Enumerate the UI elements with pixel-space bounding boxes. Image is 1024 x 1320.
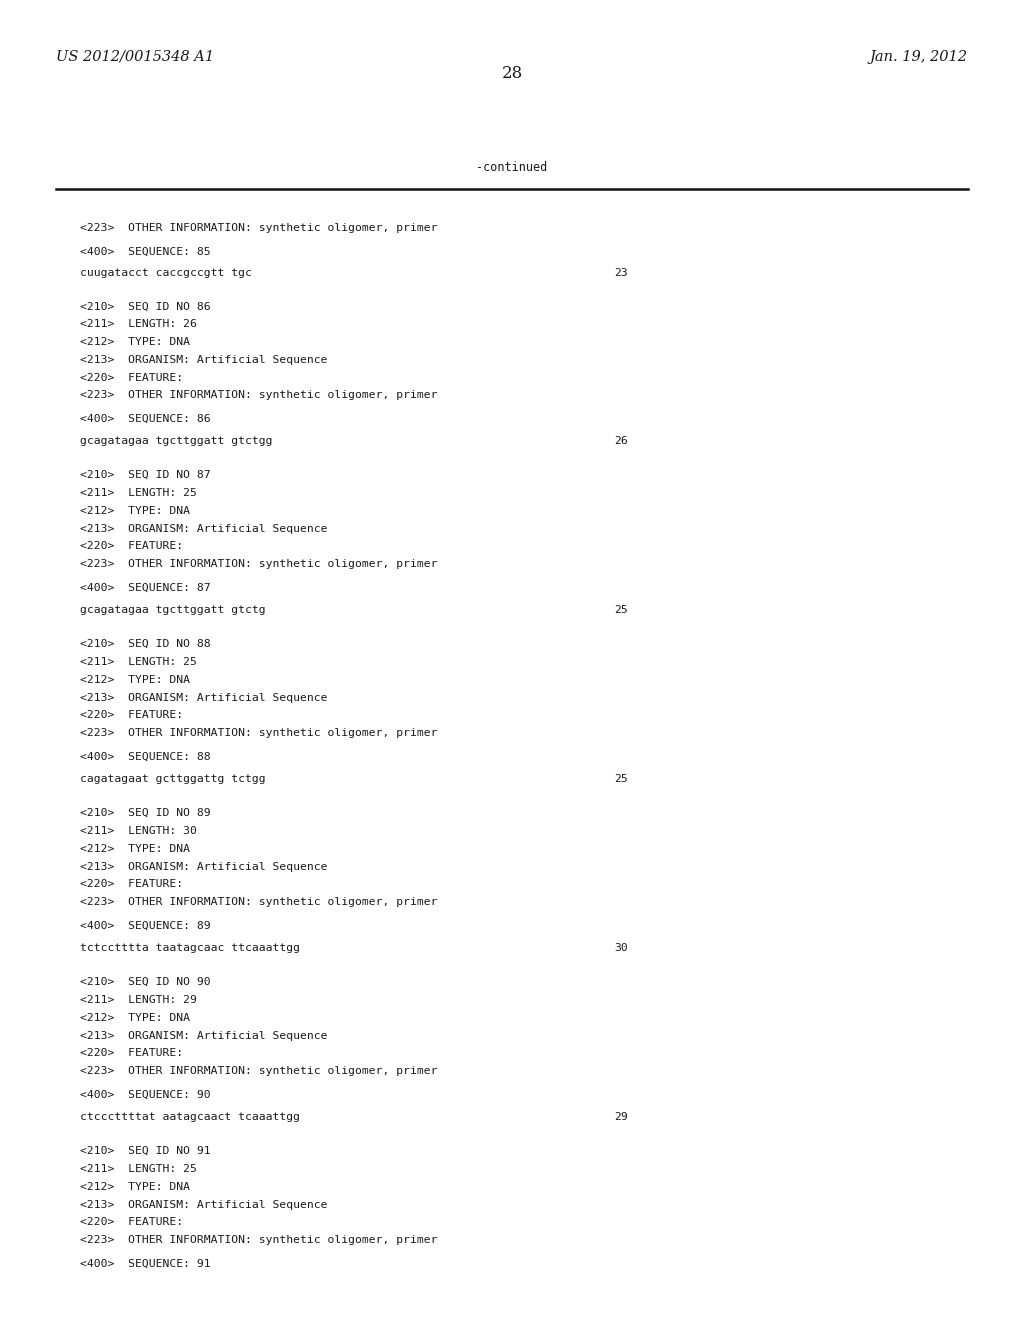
Text: <213>  ORGANISM: Artificial Sequence: <213> ORGANISM: Artificial Sequence	[80, 355, 328, 364]
Text: <210>  SEQ ID NO 86: <210> SEQ ID NO 86	[80, 301, 211, 312]
Text: <223>  OTHER INFORMATION: synthetic oligomer, primer: <223> OTHER INFORMATION: synthetic oligo…	[80, 898, 437, 907]
Text: <210>  SEQ ID NO 91: <210> SEQ ID NO 91	[80, 1146, 211, 1156]
Text: <220>  FEATURE:: <220> FEATURE:	[80, 710, 183, 721]
Text: 26: 26	[614, 436, 628, 446]
Text: cagatagaat gcttggattg tctgg: cagatagaat gcttggattg tctgg	[80, 774, 265, 784]
Text: Jan. 19, 2012: Jan. 19, 2012	[869, 50, 968, 63]
Text: <400>  SEQUENCE: 89: <400> SEQUENCE: 89	[80, 921, 211, 931]
Text: <223>  OTHER INFORMATION: synthetic oligomer, primer: <223> OTHER INFORMATION: synthetic oligo…	[80, 1067, 437, 1076]
Text: <212>  TYPE: DNA: <212> TYPE: DNA	[80, 1012, 189, 1023]
Text: <213>  ORGANISM: Artificial Sequence: <213> ORGANISM: Artificial Sequence	[80, 693, 328, 702]
Text: US 2012/0015348 A1: US 2012/0015348 A1	[56, 50, 214, 63]
Text: 30: 30	[614, 942, 628, 953]
Text: <210>  SEQ ID NO 89: <210> SEQ ID NO 89	[80, 808, 211, 818]
Text: <213>  ORGANISM: Artificial Sequence: <213> ORGANISM: Artificial Sequence	[80, 524, 328, 533]
Text: gcagatagaa tgcttggatt gtctgg: gcagatagaa tgcttggatt gtctgg	[80, 436, 272, 446]
Text: <400>  SEQUENCE: 87: <400> SEQUENCE: 87	[80, 583, 211, 593]
Text: <400>  SEQUENCE: 86: <400> SEQUENCE: 86	[80, 414, 211, 424]
Text: 29: 29	[614, 1111, 628, 1122]
Text: ctcccttttat aatagcaact tcaaattgg: ctcccttttat aatagcaact tcaaattgg	[80, 1111, 300, 1122]
Text: <220>  FEATURE:: <220> FEATURE:	[80, 879, 183, 890]
Text: <212>  TYPE: DNA: <212> TYPE: DNA	[80, 1181, 189, 1192]
Text: <223>  OTHER INFORMATION: synthetic oligomer, primer: <223> OTHER INFORMATION: synthetic oligo…	[80, 1236, 437, 1245]
Text: <223>  OTHER INFORMATION: synthetic oligomer, primer: <223> OTHER INFORMATION: synthetic oligo…	[80, 560, 437, 569]
Text: <212>  TYPE: DNA: <212> TYPE: DNA	[80, 506, 189, 516]
Text: <213>  ORGANISM: Artificial Sequence: <213> ORGANISM: Artificial Sequence	[80, 862, 328, 871]
Text: 28: 28	[502, 65, 522, 82]
Text: -continued: -continued	[476, 161, 548, 174]
Text: <400>  SEQUENCE: 90: <400> SEQUENCE: 90	[80, 1090, 211, 1100]
Text: tctcctttta taatagcaac ttcaaattgg: tctcctttta taatagcaac ttcaaattgg	[80, 942, 300, 953]
Text: <211>  LENGTH: 29: <211> LENGTH: 29	[80, 995, 197, 1005]
Text: <220>  FEATURE:: <220> FEATURE:	[80, 1048, 183, 1059]
Text: <212>  TYPE: DNA: <212> TYPE: DNA	[80, 843, 189, 854]
Text: 25: 25	[614, 774, 628, 784]
Text: <210>  SEQ ID NO 90: <210> SEQ ID NO 90	[80, 977, 211, 987]
Text: <213>  ORGANISM: Artificial Sequence: <213> ORGANISM: Artificial Sequence	[80, 1200, 328, 1209]
Text: gcagatagaa tgcttggatt gtctg: gcagatagaa tgcttggatt gtctg	[80, 605, 265, 615]
Text: <400>  SEQUENCE: 85: <400> SEQUENCE: 85	[80, 247, 211, 256]
Text: <400>  SEQUENCE: 91: <400> SEQUENCE: 91	[80, 1259, 211, 1269]
Text: <210>  SEQ ID NO 87: <210> SEQ ID NO 87	[80, 470, 211, 480]
Text: 25: 25	[614, 605, 628, 615]
Text: <211>  LENGTH: 25: <211> LENGTH: 25	[80, 488, 197, 498]
Text: <223>  OTHER INFORMATION: synthetic oligomer, primer: <223> OTHER INFORMATION: synthetic oligo…	[80, 729, 437, 738]
Text: <400>  SEQUENCE: 88: <400> SEQUENCE: 88	[80, 752, 211, 762]
Text: <213>  ORGANISM: Artificial Sequence: <213> ORGANISM: Artificial Sequence	[80, 1031, 328, 1040]
Text: <220>  FEATURE:: <220> FEATURE:	[80, 372, 183, 383]
Text: <212>  TYPE: DNA: <212> TYPE: DNA	[80, 337, 189, 347]
Text: <210>  SEQ ID NO 88: <210> SEQ ID NO 88	[80, 639, 211, 649]
Text: <223>  OTHER INFORMATION: synthetic oligomer, primer: <223> OTHER INFORMATION: synthetic oligo…	[80, 223, 437, 232]
Text: <223>  OTHER INFORMATION: synthetic oligomer, primer: <223> OTHER INFORMATION: synthetic oligo…	[80, 391, 437, 400]
Text: <212>  TYPE: DNA: <212> TYPE: DNA	[80, 675, 189, 685]
Text: <220>  FEATURE:: <220> FEATURE:	[80, 541, 183, 552]
Text: <211>  LENGTH: 25: <211> LENGTH: 25	[80, 657, 197, 667]
Text: cuugatacct caccgccgtt tgc: cuugatacct caccgccgtt tgc	[80, 268, 252, 279]
Text: <211>  LENGTH: 26: <211> LENGTH: 26	[80, 319, 197, 329]
Text: 23: 23	[614, 268, 628, 279]
Text: <211>  LENGTH: 25: <211> LENGTH: 25	[80, 1164, 197, 1173]
Text: <211>  LENGTH: 30: <211> LENGTH: 30	[80, 826, 197, 836]
Text: <220>  FEATURE:: <220> FEATURE:	[80, 1217, 183, 1228]
